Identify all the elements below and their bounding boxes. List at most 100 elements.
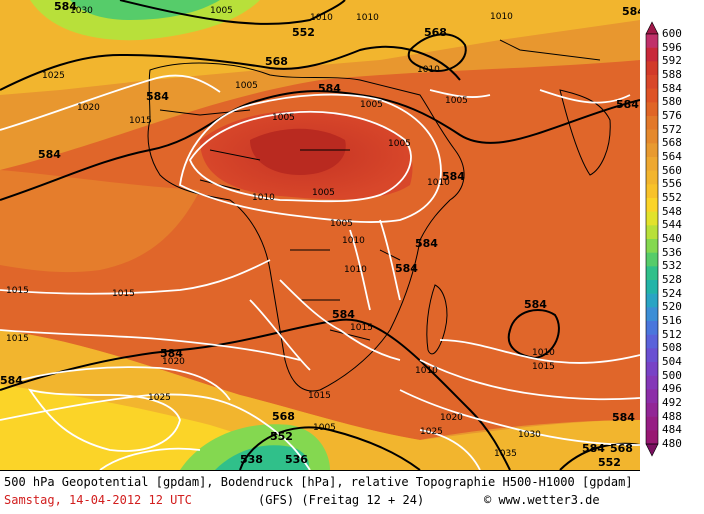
- pressure-label: 1005: [312, 188, 335, 198]
- legend-swatch: [646, 389, 658, 404]
- color-legend: 600 596 592 588 584 580 576 572 568 564 560 556 552 5…: [640, 0, 704, 470]
- legend-tick-label: 548: [662, 204, 682, 218]
- geo-label: 584: [38, 148, 61, 161]
- legend-tick-label: 480: [662, 437, 682, 450]
- pressure-label: 1010: [356, 13, 379, 23]
- legend-swatch: [646, 307, 658, 322]
- legend-tick-label: 536: [662, 245, 682, 259]
- legend-outline: [645, 33, 659, 445]
- legend-swatch: [646, 34, 658, 48]
- pressure-label: 1025: [420, 427, 443, 437]
- relative-topography-band-northwest-inner: [70, 0, 220, 20]
- legend-tick-label: 572: [662, 122, 682, 136]
- legend-swatch: [646, 266, 658, 281]
- legend-tick-label: 592: [662, 54, 682, 68]
- legend-swatch: [646, 403, 658, 417]
- weather-map: 584 584 584 568 584 584 568 584 584 584 …: [0, 0, 640, 470]
- legend-swatch: [646, 225, 658, 240]
- legend-swatch: [646, 170, 658, 185]
- legend-swatch: [646, 211, 658, 226]
- legend-tick-label: 544: [662, 218, 682, 232]
- pressure-label: 1010: [490, 12, 513, 22]
- footer-date: Samstag, 14-04-2012 12 UTC: [4, 493, 192, 507]
- legend-swatch: [646, 252, 658, 267]
- legend-tick-label: 556: [662, 177, 682, 191]
- relative-topography-band-west: [0, 170, 200, 273]
- geo-label: 568: [610, 442, 633, 455]
- legend-tick-label: 552: [662, 191, 682, 204]
- legend-swatch: [646, 143, 658, 158]
- legend-tick-label: 524: [662, 286, 682, 300]
- legend-tick-label: 528: [662, 273, 682, 286]
- relative-topography-core-inner: [250, 128, 346, 175]
- legend-swatch: [646, 375, 658, 390]
- geopotential-contours: [0, 0, 640, 470]
- legend-tick-label: 488: [662, 409, 682, 423]
- legend-swatch: [646, 47, 658, 62]
- geo-label: 584: [146, 90, 169, 103]
- legend-swatch: [646, 75, 658, 89]
- legend-tick-label: 504: [662, 355, 682, 368]
- geo-label: 584: [622, 5, 640, 18]
- geo-label: 584: [318, 82, 341, 95]
- legend-swatch: [646, 116, 658, 130]
- pressure-label: 1030: [518, 430, 541, 440]
- geo-label: 584: [616, 98, 639, 111]
- legend-tick-label: 512: [662, 327, 682, 341]
- legend-tick-label: 600: [662, 27, 682, 40]
- geo-label: 584: [582, 442, 605, 455]
- pressure-label: 1005: [445, 96, 468, 106]
- legend-swatch: [646, 321, 658, 335]
- legend-swatch: [646, 239, 658, 253]
- geo-label: 584: [54, 0, 77, 13]
- pressure-label: 1010: [310, 13, 333, 23]
- geo-label: 568: [265, 55, 288, 68]
- pressure-label: 1030: [70, 6, 93, 16]
- geo-label: 584: [415, 237, 438, 250]
- pressure-label: 1010: [427, 178, 450, 188]
- pressure-label: 1010: [417, 65, 440, 75]
- pressure-label: 1015: [350, 323, 373, 333]
- pressure-label: 1005: [388, 139, 411, 149]
- pressure-label: 1015: [6, 334, 29, 344]
- pressure-label: 1015: [532, 362, 555, 372]
- pressure-label: 1025: [42, 71, 65, 81]
- geo-label: 584: [442, 170, 465, 183]
- pressure-label: 1015: [6, 286, 29, 296]
- geo-label: 584: [332, 308, 355, 321]
- legend-swatch: [646, 61, 658, 76]
- pressure-label: 1015: [112, 289, 135, 299]
- pressure-label: 1025: [148, 393, 171, 403]
- geo-label: 584: [395, 262, 418, 275]
- pressure-label: 1020: [440, 413, 463, 423]
- legend-tick-label: 484: [662, 423, 682, 437]
- footer-description: 500 hPa Geopotential [gpdam], Bodendruck…: [4, 475, 633, 489]
- map-footer: 500 hPa Geopotential [gpdam], Bodendruck…: [0, 470, 640, 514]
- legend-swatch: [646, 416, 658, 431]
- coastlines: [147, 39, 611, 392]
- pressure-label: 1005: [360, 100, 383, 110]
- legend-swatch: [646, 88, 658, 103]
- footer-run: (GFS) (Freitag 12 + 24): [258, 493, 425, 507]
- pressure-isobars: [0, 74, 640, 470]
- legend-tick-label: 576: [662, 109, 682, 122]
- legend-swatch: [646, 334, 658, 349]
- legend-tick-label: 508: [662, 341, 682, 355]
- pressure-label: 1035: [494, 449, 517, 459]
- pressure-labels: 1005 1005 1010 1010 1030 1025 1020 1015 …: [6, 6, 555, 459]
- pressure-label: 1010: [342, 236, 365, 246]
- legend-tick-label: 520: [662, 300, 682, 314]
- geo-label: 568: [424, 26, 447, 39]
- pressure-label: 1015: [129, 116, 152, 126]
- legend-tick-label: 516: [662, 314, 682, 327]
- legend-swatch: [646, 348, 658, 363]
- legend-tick-label: 540: [662, 232, 682, 245]
- pressure-label: 1005: [210, 6, 233, 16]
- legend-swatch: [646, 430, 658, 445]
- legend-tick-label: 500: [662, 368, 682, 382]
- pressure-label: 1005: [235, 81, 258, 91]
- pressure-label: 1010: [344, 265, 367, 275]
- pressure-label: 1020: [77, 103, 100, 113]
- relative-topography-cold-tongue-inner: [215, 445, 309, 470]
- geo-label: 584: [160, 347, 183, 360]
